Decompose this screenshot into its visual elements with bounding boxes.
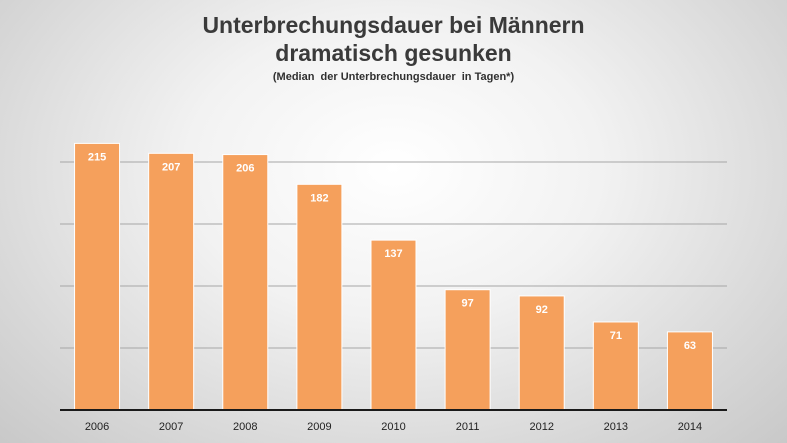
data-label-2012: 92 xyxy=(536,304,548,316)
data-label-2010: 137 xyxy=(384,248,402,260)
x-tick-label-2012: 2012 xyxy=(529,421,553,433)
bar-2013 xyxy=(592,321,639,411)
bar-2006 xyxy=(74,142,121,411)
data-label-2013: 71 xyxy=(610,330,622,342)
x-tick-label-2010: 2010 xyxy=(381,421,405,433)
x-tick-label-2009: 2009 xyxy=(307,421,331,433)
data-label-2009: 182 xyxy=(310,192,328,204)
bar-2010 xyxy=(370,239,417,411)
chart-title-line-1: Unterbrechungsdauer bei Männern xyxy=(202,12,585,38)
data-label-2008: 206 xyxy=(236,163,254,175)
chart-subtitle: (Median der Unterbrechungsdauer in Tagen… xyxy=(272,71,515,83)
x-tick-label-2014: 2014 xyxy=(678,421,702,433)
x-tick-label-2006: 2006 xyxy=(85,421,109,433)
x-tick-label-2008: 2008 xyxy=(233,421,257,433)
bar-2014 xyxy=(666,331,713,411)
x-tick-label-2011: 2011 xyxy=(456,421,480,433)
data-label-2007: 207 xyxy=(162,161,180,173)
bar-2007 xyxy=(148,152,195,411)
x-tick-label-2013: 2013 xyxy=(604,421,628,433)
data-label-2011: 97 xyxy=(461,298,473,310)
data-label-2014: 63 xyxy=(684,340,696,352)
chart-title-line-2: dramatisch gesunken xyxy=(275,40,512,66)
x-axis-tick-labels: 2006 2007 2008 2009 2010 2011 2012 2013 2014 xyxy=(85,421,702,433)
data-label-2006: 215 xyxy=(88,151,106,163)
data-labels: 215 207 206 182 137 97 92 71 63 xyxy=(88,151,696,351)
bar-2011 xyxy=(444,289,491,411)
bar-2012 xyxy=(518,295,565,411)
bar-2008 xyxy=(222,154,269,411)
x-tick-label-2007: 2007 xyxy=(159,421,183,433)
bar-2009 xyxy=(296,183,343,411)
bars xyxy=(74,142,713,411)
